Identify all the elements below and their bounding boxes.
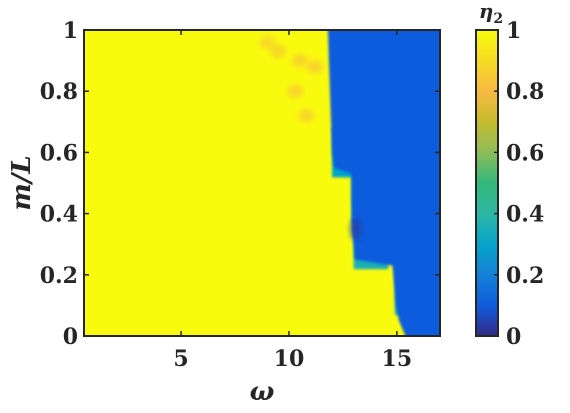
x-tick-label-0: 5 bbox=[173, 346, 188, 372]
x-tick-label-2: 15 bbox=[382, 346, 413, 372]
colorbar-label-sub: 2 bbox=[493, 11, 503, 27]
colorbar-tick-label-0: 0 bbox=[506, 324, 521, 350]
orange-patch-3 bbox=[287, 84, 304, 99]
y-axis: 0 0.2 0.4 0.6 0.8 1 bbox=[40, 18, 440, 350]
orange-patch-5 bbox=[259, 35, 276, 50]
colorbar-tick-label-3: 0.6 bbox=[506, 140, 544, 166]
orange-patch-1 bbox=[291, 53, 308, 68]
low-region bbox=[327, 30, 440, 336]
y-tick-label-2: 0.4 bbox=[40, 202, 78, 228]
dark-spot bbox=[350, 217, 361, 240]
colorbar-tick-label-2: 0.4 bbox=[506, 202, 544, 228]
y-tick-label-0: 0 bbox=[63, 324, 78, 350]
colorbar-ticks: 0 0.2 0.4 0.6 0.8 1 bbox=[494, 18, 544, 350]
y-tick-label-5: 1 bbox=[63, 18, 78, 44]
y-tick-label-1: 0.2 bbox=[40, 263, 78, 289]
colorbar-tick-label-5: 1 bbox=[506, 18, 521, 44]
x-axis-label: ω bbox=[250, 377, 275, 407]
y-axis-label: m/L bbox=[7, 155, 37, 210]
x-axis: 5 10 15 bbox=[173, 30, 412, 372]
colorbar bbox=[475, 29, 499, 337]
colorbar-tick-label-1: 0.2 bbox=[506, 263, 544, 289]
orange-patch-2 bbox=[306, 59, 323, 74]
orange-patch-0 bbox=[270, 44, 287, 59]
x-tick-label-1: 10 bbox=[274, 346, 305, 372]
y-tick-label-4: 0.8 bbox=[40, 79, 78, 105]
y-tick-label-3: 0.6 bbox=[40, 140, 78, 166]
colorbar-tick-label-4: 0.8 bbox=[506, 79, 544, 105]
orange-patch-4 bbox=[298, 108, 315, 123]
colorbar-label-base: η bbox=[479, 0, 494, 23]
colorbar-label: η2 bbox=[479, 0, 503, 27]
orange-patches bbox=[259, 35, 323, 123]
plot-frame bbox=[83, 29, 441, 337]
plot-area bbox=[84, 30, 440, 336]
